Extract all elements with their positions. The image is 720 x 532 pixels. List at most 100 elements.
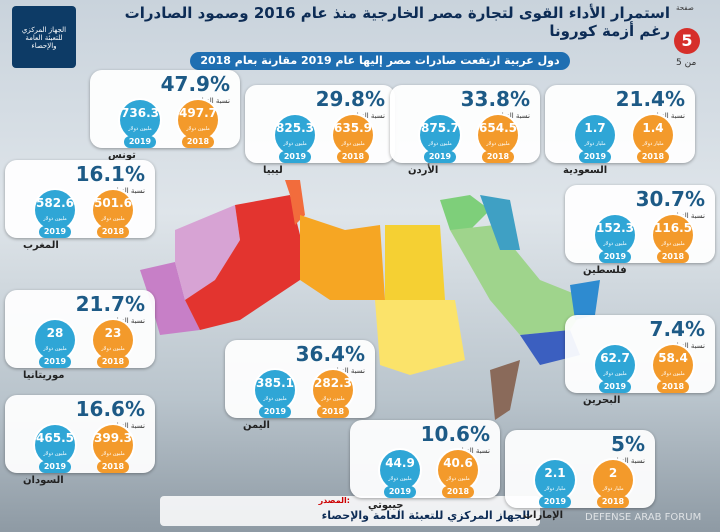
value-2019: 875.7 مليون دولار xyxy=(420,115,460,155)
year-2019: 2019 xyxy=(279,151,311,163)
value-text: 152.3 xyxy=(596,221,634,235)
country-card: 5% نسبة الزيادة 2 مليار دولار 2.1 مليار دولار… xyxy=(505,430,655,521)
value-2019: 44.9 مليون دولار xyxy=(380,450,420,490)
value-2019: 825.3 مليون دولار xyxy=(275,115,315,155)
value-2018: 501.6 مليون دولار xyxy=(93,190,133,230)
source-label: المصدر: xyxy=(318,496,350,505)
increase: 21.7% xyxy=(75,292,145,316)
year-2018: 2018 xyxy=(442,486,474,498)
country-name: البحرين xyxy=(583,395,621,406)
unit: مليون دولار xyxy=(661,241,685,247)
increase: 47.9% xyxy=(160,72,230,96)
page-number: 5 xyxy=(674,28,700,54)
country-name: السودان xyxy=(23,475,64,486)
increase: 36.4% xyxy=(295,342,365,366)
country-card: 47.9% نسبة الزيادة 497.7 مليون دولار 736.3 مل… xyxy=(90,70,240,161)
increase: 16.6% xyxy=(75,397,145,421)
value-text: 501.6 xyxy=(94,196,132,210)
unit: مليون دولار xyxy=(603,241,627,247)
value-text: 1.4 xyxy=(642,121,664,135)
unit: مليون دولار xyxy=(388,476,412,482)
country-name: الإمارات xyxy=(523,510,564,521)
country-name: الأردن xyxy=(408,165,439,176)
value-2018: 497.7 مليون دولار xyxy=(178,100,218,140)
value-2018: 1.4 مليار دولار xyxy=(633,115,673,155)
value-text: 1.7 xyxy=(584,121,606,135)
value-2018: 282.3 مليون دولار xyxy=(313,370,353,410)
increase: 7.4% xyxy=(649,317,705,341)
source-box: المصدر: الجهاز المركزي للتعبئة العامة وا… xyxy=(160,496,540,526)
value-text: 2 xyxy=(608,466,618,480)
unit: مليون دولار xyxy=(341,141,365,147)
value-text: 2.1 xyxy=(544,466,566,480)
value-2018: 2 مليار دولار xyxy=(593,460,633,500)
increase: 16.1% xyxy=(75,162,145,186)
country-card: 21.4% نسبة الزيادة 1.4 مليار دولار 1.7 مليار … xyxy=(545,85,695,176)
value-2018: 58.4 مليون دولار xyxy=(653,345,693,385)
year-2018: 2018 xyxy=(97,226,129,238)
subtitle: دول عربية ارتفعت صادرات مصر إليها عام 20… xyxy=(190,52,570,70)
year-2019: 2019 xyxy=(539,496,571,508)
unit: مليون دولار xyxy=(101,346,125,352)
country-name: تونس xyxy=(108,150,136,161)
country-name: موريتانيا xyxy=(23,370,65,381)
value-text: 736.3 xyxy=(121,106,159,120)
country-card: 29.8% نسبة الزيادة 635.9 مليون دولار 825.3 مل… xyxy=(245,85,395,176)
increase: 33.8% xyxy=(460,87,530,111)
page-of: من 5 xyxy=(676,58,697,68)
year-2019: 2019 xyxy=(39,356,71,368)
value-2019: 385.1 مليون دولار xyxy=(255,370,295,410)
value-2018: 23 مليون دولار xyxy=(93,320,133,360)
country-card: 7.4% نسبة الزيادة 58.4 مليون دولار 62.7 مليون… xyxy=(565,315,715,406)
year-2019: 2019 xyxy=(124,136,156,148)
value-2018: 40.6 مليون دولار xyxy=(438,450,478,490)
value-text: 465.5 xyxy=(36,431,74,445)
unit: مليون دولار xyxy=(128,126,152,132)
value-text: 399.3 xyxy=(94,431,132,445)
country-card: 30.7% نسبة الزيادة 116.5 مليون دولار 152.3 مل… xyxy=(565,185,715,276)
unit: مليون دولار xyxy=(603,371,627,377)
source-text: الجهاز المركزي للتعبئة العامة والإحصاء xyxy=(321,509,530,522)
increase: 30.7% xyxy=(635,187,705,211)
value-text: 40.6 xyxy=(443,456,473,470)
value-text: 875.7 xyxy=(421,121,459,135)
year-2018: 2018 xyxy=(317,406,349,418)
value-text: 582.6 xyxy=(36,196,74,210)
country-name: المغرب xyxy=(23,240,59,251)
year-2019: 2019 xyxy=(39,226,71,238)
unit: مليون دولار xyxy=(446,476,470,482)
country-name: فلسطين xyxy=(583,265,627,276)
value-2019: 1.7 مليار دولار xyxy=(575,115,615,155)
value-text: 282.3 xyxy=(314,376,352,390)
year-2019: 2019 xyxy=(579,151,611,163)
country-name: ليبيا xyxy=(263,165,283,176)
value-2019: 736.3 مليون دولار xyxy=(120,100,160,140)
value-2018: 116.5 مليون دولار xyxy=(653,215,693,255)
country-card: 16.1% نسبة الزيادة 501.6 مليون دولار 582.6 مل… xyxy=(5,160,155,251)
year-2018: 2018 xyxy=(97,356,129,368)
value-text: 44.9 xyxy=(385,456,415,470)
year-2019: 2019 xyxy=(39,461,71,473)
unit: مليار دولار xyxy=(584,141,606,147)
increase: 29.8% xyxy=(315,87,385,111)
year-2019: 2019 xyxy=(424,151,456,163)
unit: مليون دولار xyxy=(43,346,67,352)
increase: 10.6% xyxy=(420,422,490,446)
unit: مليون دولار xyxy=(263,396,287,402)
value-2018: 654.5 مليون دولار xyxy=(478,115,518,155)
country-name: جيبوتي xyxy=(368,500,404,511)
unit: مليون دولار xyxy=(661,371,685,377)
value-text: 825.3 xyxy=(276,121,314,135)
country-card: 36.4% نسبة الزيادة 282.3 مليون دولار 385.1 مل… xyxy=(225,340,375,431)
unit: مليار دولار xyxy=(642,141,664,147)
unit: مليون دولار xyxy=(321,396,345,402)
year-2018: 2018 xyxy=(337,151,369,163)
country-name: اليمن xyxy=(243,420,270,431)
country-card: 33.8% نسبة الزيادة 654.5 مليون دولار 875.7 مل… xyxy=(390,85,540,176)
unit: مليون دولار xyxy=(428,141,452,147)
value-2018: 635.9 مليون دولار xyxy=(333,115,373,155)
country-card: 16.6% نسبة الزيادة 399.3 مليون دولار 465.5 مل… xyxy=(5,395,155,486)
year-2018: 2018 xyxy=(482,151,514,163)
increase: 5% xyxy=(611,432,645,456)
increase: 21.4% xyxy=(615,87,685,111)
